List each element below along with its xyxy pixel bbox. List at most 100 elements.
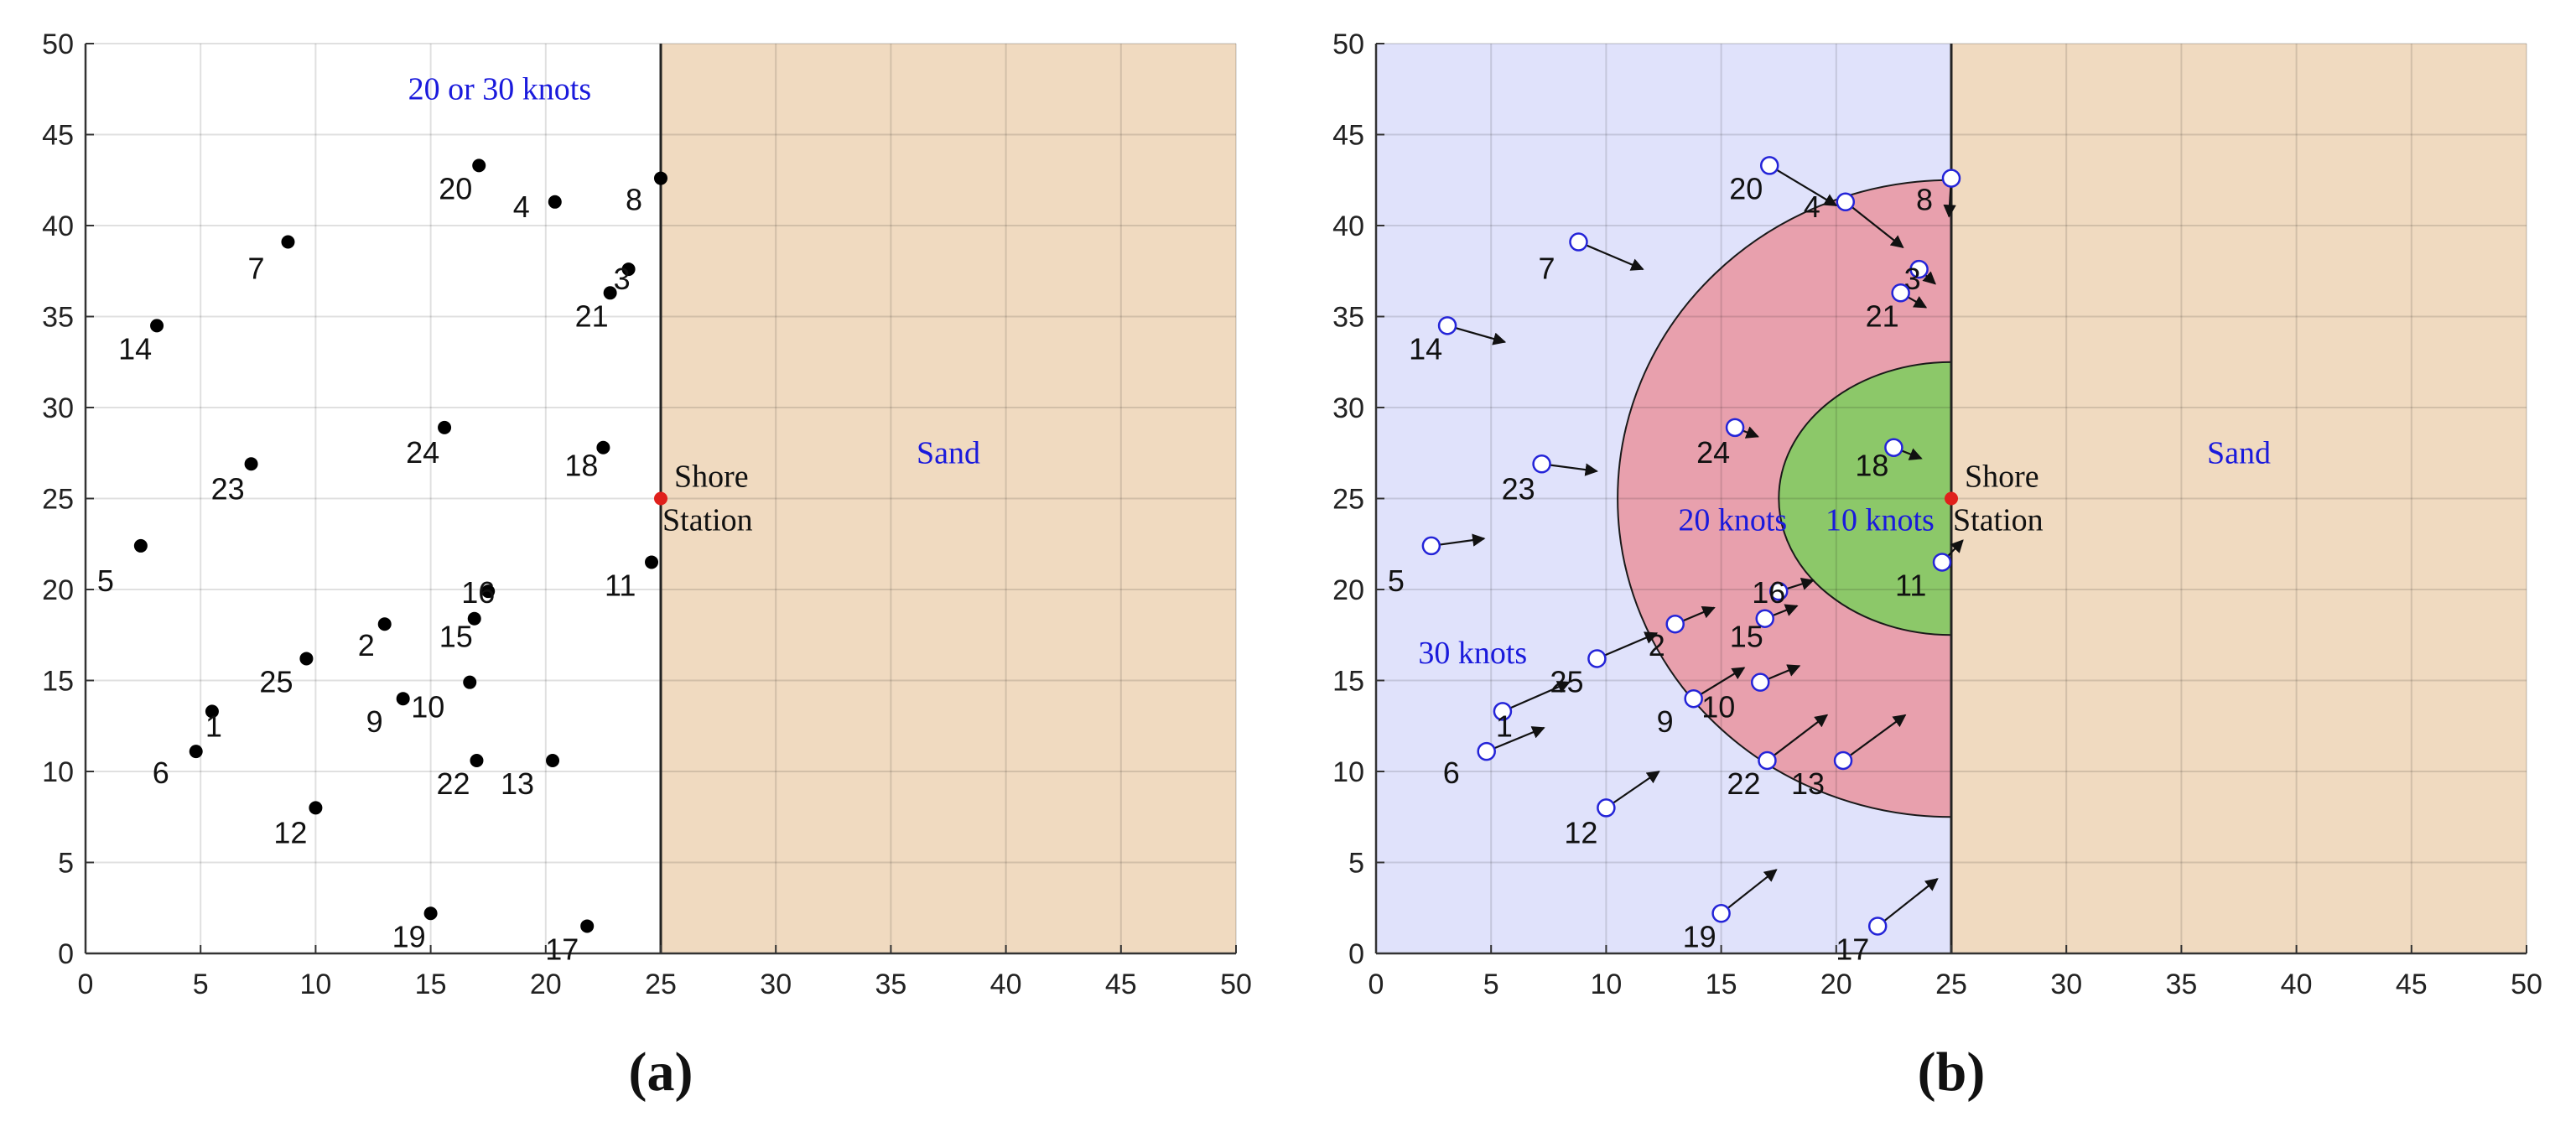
y-tick-label: 5 [1348,848,1364,880]
velocity-arrow-13 [1842,714,1907,761]
x-tick-label: 50 [2511,969,2542,1000]
velocity-arrow-19 [1720,869,1778,915]
data-point-18 [596,440,610,454]
data-point-24 [438,420,452,434]
y-tick-label: 45 [1332,120,1364,152]
data-point-23 [1532,454,1551,474]
shore-station-label: Shore [674,460,749,495]
y-tick-label: 45 [42,120,74,152]
x-tick-label: 15 [1706,969,1737,1000]
x-tick-label: 30 [2050,969,2082,1000]
panel-b: 0 5 10 15 20 25 30 35 40 45 5005101520253035404550… [1332,29,2542,1103]
point-label-17: 17 [1836,932,1869,966]
shore-station-label: Shore [1965,460,2039,495]
data-point-7 [281,235,295,249]
point-label-12: 12 [273,815,307,849]
sand-annotation: Sand [2207,435,2271,470]
point-label-13: 13 [501,766,534,801]
y-tick-label: 20 [1332,574,1364,606]
velocity-arrow-17 [1877,878,1939,927]
data-point-22 [1758,750,1777,771]
data-point-23 [244,457,258,471]
y-tick-label: 10 [42,756,74,788]
point-label-22: 22 [1727,766,1760,801]
point-label-24: 24 [1696,435,1730,470]
shore-station-marker [1945,491,1958,506]
y-tick-label: 25 [42,484,74,516]
x-tick-label: 35 [875,969,906,1000]
sand-region [661,44,1236,953]
point-label-17: 17 [545,932,579,966]
y-tick-label: 0 [1348,938,1364,970]
shore-station-label: Station [1953,503,2044,538]
data-point-25 [299,652,314,666]
point-label-21: 21 [1866,299,1899,333]
velocity-arrow-12 [1605,771,1660,809]
point-label-5: 5 [1388,564,1405,598]
x-tick-label: 0 [78,969,94,1000]
point-label-6: 6 [1443,756,1460,790]
sand-region [1951,44,2527,953]
point-label-14: 14 [1409,331,1442,366]
point-label-10: 10 [1701,690,1735,724]
point-label-7: 7 [1538,252,1555,286]
x-tick-label: 15 [415,969,447,1000]
y-tick-label: 35 [1332,302,1364,334]
data-point-12 [1597,798,1616,818]
data-point-25 [1587,649,1607,668]
10-knots-region [1778,361,1952,636]
x-tick-label: 5 [193,969,209,1000]
data-point-10 [463,675,477,689]
x-tick-label: 50 [1220,969,1252,1000]
velocity-arrow-20 [1768,164,1838,207]
y-tick-label: 0 [58,938,74,970]
data-point-4 [1836,192,1856,212]
data-point-19 [1711,904,1731,923]
data-point-15 [1755,609,1774,628]
point-label-1: 1 [205,709,222,743]
velocity-arrow-6 [1486,726,1545,753]
velocity-arrow-4 [1845,200,1904,248]
panel-caption: (a) [629,1041,693,1103]
data-point-21 [1891,283,1910,303]
data-point-8 [654,171,667,185]
data-point-8 [1941,169,1961,188]
point-label-15: 15 [439,620,473,654]
velocity-arrow-1 [1502,681,1571,713]
y-tick-label: 30 [1332,392,1364,424]
y-tick-label: 40 [1332,210,1364,242]
data-point-9 [1684,688,1703,709]
data-point-3 [1909,259,1929,279]
data-point-5 [133,538,148,553]
point-label-4: 4 [513,190,530,224]
x-tick-label: 5 [1483,969,1499,1000]
data-point-1 [1493,702,1513,721]
point-label-23: 23 [1502,471,1535,506]
data-point-13 [546,753,560,767]
30-knots-annotation: 30 knots [1418,636,1527,671]
data-point-17 [580,919,595,933]
y-tick-label: 15 [1332,666,1364,698]
data-point-21 [603,286,617,300]
x-tick-label: 30 [760,969,792,1000]
shore-station-marker [654,491,667,506]
point-label-23: 23 [211,471,245,506]
data-point-24 [1725,418,1745,438]
x-tick-label: 25 [645,969,677,1000]
x-tick-label: 20 [530,969,562,1000]
point-label-16: 16 [1752,575,1785,610]
velocity-arrow-14 [1446,325,1507,345]
data-point-6 [1477,741,1496,761]
point-label-22: 22 [436,766,470,801]
data-point-18 [1884,438,1903,457]
x-tick-label: 35 [2165,969,2197,1000]
panel-caption: (b) [1918,1041,1986,1103]
x-tick-label: 0 [1368,969,1384,1000]
data-point-13 [1833,750,1853,771]
data-point-20 [1759,156,1779,175]
point-label-10: 10 [411,690,444,724]
y-tick-label: 35 [42,302,74,334]
point-label-24: 24 [406,435,439,470]
20-knots-annotation: 20 knots [1678,503,1787,538]
panel-a: 0 5 10 15 20 25 30 35 40 45 5005101520253035404550… [42,29,1252,1103]
